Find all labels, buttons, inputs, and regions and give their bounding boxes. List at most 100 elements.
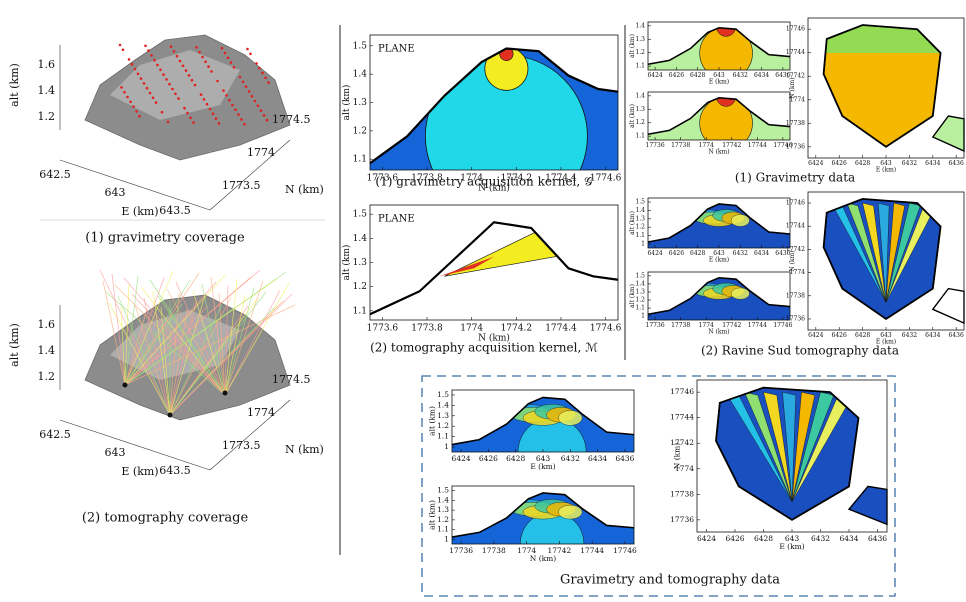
x-tick-label: 17746 xyxy=(773,142,792,149)
y-tick-label: 1.4 xyxy=(353,70,368,80)
y-tick-label: 1.2 xyxy=(635,224,645,231)
y-tick-label: 1.4 xyxy=(437,400,449,409)
z-tick-label: 1.2 xyxy=(38,110,56,123)
x-tick-label: 6428 xyxy=(754,534,773,543)
x-tick-label: 6436 xyxy=(775,72,790,79)
axis xyxy=(59,419,211,471)
y-tick-label: 17738 xyxy=(786,292,805,299)
x-axis-label: E (km) xyxy=(709,79,729,86)
zone xyxy=(699,97,753,140)
topography xyxy=(451,396,635,446)
ray xyxy=(124,305,209,386)
x-tick-label: 6424 xyxy=(697,534,716,543)
station xyxy=(256,104,260,108)
z-tick-label: 1.6 xyxy=(38,318,56,331)
station xyxy=(177,97,180,100)
axis xyxy=(209,399,291,471)
x-axis-label: E (km) xyxy=(530,462,555,471)
sensor xyxy=(122,382,128,388)
station xyxy=(159,68,162,72)
y-tick-label: 17746 xyxy=(786,200,805,207)
station xyxy=(147,49,150,52)
ray xyxy=(124,277,165,386)
y-tick-label: 1.2 xyxy=(635,119,645,126)
axis xyxy=(209,139,291,211)
ray xyxy=(124,272,200,386)
station xyxy=(193,83,197,87)
station xyxy=(253,99,257,103)
y-tick-label: 17736 xyxy=(670,515,694,524)
z-tick-label: 1.4 xyxy=(38,84,56,97)
y-tick-label: 1774 xyxy=(790,96,805,103)
y-tick-label: 1.2 xyxy=(437,515,449,524)
station xyxy=(195,46,198,49)
x-tick-label: 6424 xyxy=(647,250,662,257)
station xyxy=(238,75,242,79)
x-tick-label: 17744 xyxy=(580,546,604,555)
station xyxy=(186,111,189,115)
x-tick-label: 6424 xyxy=(808,332,823,339)
plot-frame xyxy=(647,271,791,321)
ray xyxy=(210,276,226,396)
e-tick-label: 642.5 xyxy=(39,428,71,441)
station xyxy=(169,45,173,48)
station xyxy=(228,98,231,102)
y-axis-label: alt (km) xyxy=(428,406,437,436)
station xyxy=(172,50,176,53)
y-tick-label: 17736 xyxy=(786,143,805,150)
x-axis-label: E (km) xyxy=(876,167,896,174)
x-tick-label: 17746 xyxy=(773,322,792,329)
x-tick-label: 1774 xyxy=(460,174,483,184)
x-axis-label: N (km) xyxy=(708,329,729,336)
y-tick-label: 17746 xyxy=(670,387,694,396)
x-tick-label: 1774 xyxy=(699,322,714,329)
y-tick-label: 1.1 xyxy=(353,155,367,165)
station xyxy=(237,113,240,116)
ray xyxy=(131,293,226,396)
station xyxy=(144,44,147,48)
y-tick-label: 1 xyxy=(641,241,645,248)
y-tick-label: 1 xyxy=(641,313,645,320)
x-tick-label: 6426 xyxy=(479,454,498,463)
station xyxy=(267,81,270,84)
station xyxy=(246,47,249,51)
plane-label: PLANE xyxy=(378,214,415,225)
y-tick-label: 1.5 xyxy=(635,272,645,279)
zone xyxy=(744,391,793,502)
y-tick-label: 1774 xyxy=(790,269,805,276)
x-tick-label: 1773.6 xyxy=(367,174,399,184)
ray xyxy=(143,297,171,416)
station xyxy=(156,63,159,67)
n-tick-label: 1774 xyxy=(247,406,275,419)
station xyxy=(250,94,254,98)
x-axis-label: E (km) xyxy=(709,257,729,264)
y-tick-label: 17742 xyxy=(670,438,694,447)
e-tick-label: 643 xyxy=(105,446,126,459)
zone xyxy=(699,27,753,70)
station xyxy=(225,94,228,97)
station xyxy=(135,110,138,113)
station xyxy=(216,79,219,83)
y-tick-label: 17744 xyxy=(786,49,805,56)
ray xyxy=(169,301,197,416)
x-tick-label: 17738 xyxy=(671,322,690,329)
y-axis-label: N (km) xyxy=(789,250,796,271)
section-body xyxy=(648,27,790,70)
ray xyxy=(124,279,191,386)
station xyxy=(123,90,126,94)
y-tick-label: 1.3 xyxy=(353,258,368,268)
station xyxy=(133,67,137,71)
section-body xyxy=(648,97,790,140)
y-tick-label: 1.2 xyxy=(353,282,367,292)
x-tick-label: 17742 xyxy=(547,546,571,555)
x-tick-label: 6424 xyxy=(452,454,471,463)
x-tick-label: 1774 xyxy=(460,324,483,334)
station xyxy=(258,66,261,70)
x-tick-label: 6432 xyxy=(733,250,748,257)
ray xyxy=(169,293,293,416)
ray xyxy=(224,287,255,396)
plane-label: PLANE xyxy=(378,44,415,55)
zone xyxy=(730,214,750,227)
y-tick-label: 1.1 xyxy=(353,306,367,316)
